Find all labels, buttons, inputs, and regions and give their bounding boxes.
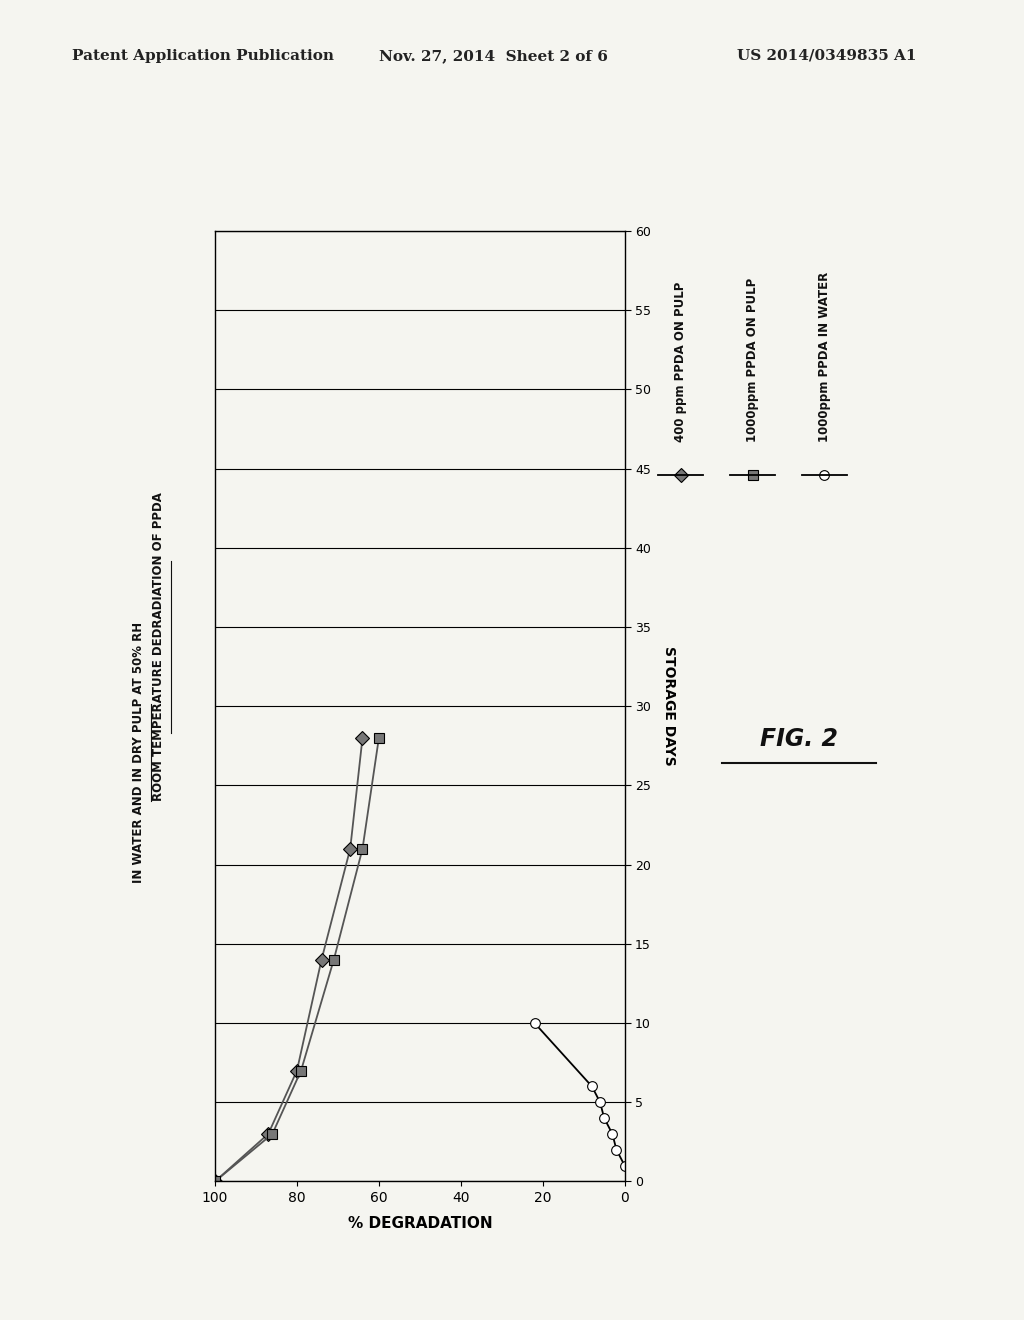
X-axis label: % DEGRADATION: % DEGRADATION: [347, 1216, 493, 1232]
Y-axis label: STORAGE DAYS: STORAGE DAYS: [663, 647, 676, 766]
Text: 1000ppm PPDA ON PULP: 1000ppm PPDA ON PULP: [746, 279, 759, 442]
Text: 1000ppm PPDA IN WATER: 1000ppm PPDA IN WATER: [818, 272, 830, 442]
Text: Nov. 27, 2014  Sheet 2 of 6: Nov. 27, 2014 Sheet 2 of 6: [379, 49, 608, 63]
Text: Patent Application Publication: Patent Application Publication: [72, 49, 334, 63]
Text: ROOM TEMPERATURE DEDRADIATION OF PPDA: ROOM TEMPERATURE DEDRADIATION OF PPDA: [153, 492, 165, 801]
Text: 400 ppm PPDA ON PULP: 400 ppm PPDA ON PULP: [675, 282, 687, 442]
Text: US 2014/0349835 A1: US 2014/0349835 A1: [737, 49, 916, 63]
Text: FIG. 2: FIG. 2: [760, 727, 838, 751]
Text: IN WATER AND IN DRY PULP AT 50% RH: IN WATER AND IN DRY PULP AT 50% RH: [132, 622, 144, 883]
